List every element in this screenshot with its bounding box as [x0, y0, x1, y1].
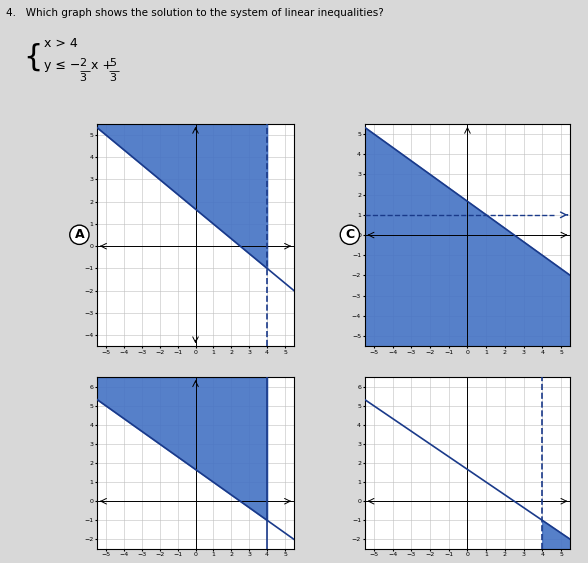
Text: y ≤ −: y ≤ − [44, 59, 81, 72]
Text: C: C [345, 228, 355, 242]
Text: {: { [24, 42, 43, 72]
Text: x +: x + [91, 59, 113, 72]
Text: —: — [79, 66, 91, 77]
Text: 2: 2 [79, 58, 86, 68]
Text: 3: 3 [79, 73, 86, 83]
Text: A: A [75, 228, 84, 242]
Text: 4.   Which graph shows the solution to the system of linear inequalities?: 4. Which graph shows the solution to the… [6, 8, 383, 19]
Text: 3: 3 [109, 73, 116, 83]
Text: 5: 5 [109, 58, 116, 68]
Text: x > 4: x > 4 [44, 37, 78, 50]
Text: —: — [109, 66, 120, 77]
